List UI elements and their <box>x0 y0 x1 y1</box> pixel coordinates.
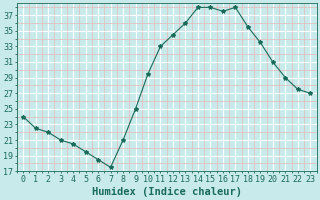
X-axis label: Humidex (Indice chaleur): Humidex (Indice chaleur) <box>92 186 242 197</box>
